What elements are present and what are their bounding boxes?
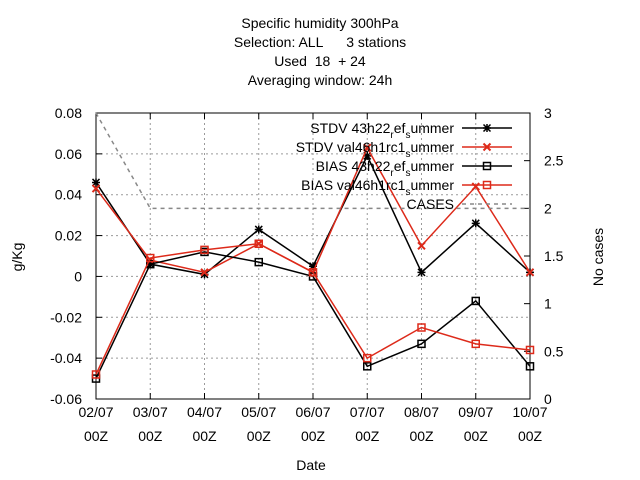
title-line-3: Used 18 + 24 <box>274 53 366 69</box>
legend-entry-3: BIAS val46h1rc1summer <box>301 177 512 198</box>
grid <box>96 113 530 399</box>
y2-tick-label: 1.5 <box>544 248 564 264</box>
chart-title: Specific humidity 300hPa Selection: ALL … <box>0 14 640 90</box>
data-point-marker <box>254 225 263 234</box>
legend-label: BIAS val46h1rc1summer <box>301 177 454 198</box>
x-tick-label-time: 00Z <box>138 428 163 444</box>
data-point-marker <box>482 142 492 152</box>
x-tick-label-time: 00Z <box>301 428 326 444</box>
y2-tick-label: 3 <box>544 105 552 121</box>
series-4 <box>95 112 530 210</box>
data-point-marker <box>471 296 480 306</box>
x-tick-label-date: 10/07 <box>512 404 547 420</box>
data-point-marker <box>91 178 101 187</box>
x-tick-label-time: 00Z <box>355 428 380 444</box>
series-layer <box>91 112 535 383</box>
data-point-marker <box>525 345 535 355</box>
y2-tick-label: 0.5 <box>544 343 564 359</box>
x-tick-label-time: 00Z <box>464 428 489 444</box>
data-point-marker <box>200 270 209 279</box>
data-point-marker <box>417 323 426 332</box>
y-tick-label: 0.04 <box>55 187 82 203</box>
y-tick-label: 0.02 <box>55 228 82 244</box>
y2-tick-label: 1 <box>544 296 552 312</box>
data-point-marker <box>471 219 480 228</box>
data-point-marker <box>471 339 480 349</box>
plot-frame <box>95 112 531 400</box>
data-point-marker <box>482 180 492 190</box>
data-point-marker <box>146 253 155 263</box>
y2-tick-label: 2.5 <box>544 153 564 169</box>
data-point-marker <box>363 151 372 160</box>
x-axis-label: Date <box>296 457 326 473</box>
x-tick-label-date: 05/07 <box>241 404 276 420</box>
data-point-marker <box>525 362 535 371</box>
data-point-marker <box>363 353 372 363</box>
x-tick-label-date: 07/07 <box>350 404 385 420</box>
x-tick-label-date: 02/07 <box>78 404 113 420</box>
data-point-marker <box>308 262 318 271</box>
x-tick-label-time: 00Z <box>518 428 543 444</box>
y-axis-label: g/Kg <box>9 243 25 272</box>
x-tick-label-date: 09/07 <box>458 404 493 420</box>
data-point-marker <box>482 161 492 171</box>
legend-entry-4: CASES <box>407 196 512 212</box>
series-3 <box>91 239 535 379</box>
data-point-marker <box>308 268 318 277</box>
data-point-marker <box>525 268 535 277</box>
series-line <box>95 112 530 210</box>
y-tick-label: 0.08 <box>55 105 82 121</box>
data-point-marker <box>363 362 372 371</box>
title-line-1: Specific humidity 300hPa <box>241 15 399 31</box>
y-tick-label: -0.04 <box>50 350 82 366</box>
y-tick-label: -0.06 <box>50 391 82 407</box>
legend-entry-2: BIAS 43h22refsummer <box>316 158 512 179</box>
title-line-4: Averaging window: 24h <box>247 72 393 88</box>
x-tick-label-date: 04/07 <box>187 404 222 420</box>
legend-label: CASES <box>407 196 454 212</box>
title-line-2: Selection: ALL 3 stations <box>233 34 407 50</box>
legend-label: STDV val46h1rc1summer <box>296 139 455 160</box>
x-tick-label-date: 03/07 <box>133 404 168 420</box>
data-point-marker <box>254 239 263 248</box>
data-point-marker <box>200 268 209 277</box>
y-tick-label: -0.02 <box>50 309 82 325</box>
x-tick-label-time: 00Z <box>247 428 272 444</box>
data-point-marker <box>417 268 426 277</box>
series-line <box>95 242 531 375</box>
y2-axis-label: No cases <box>590 228 606 286</box>
y-tick-label: 0.06 <box>55 146 82 162</box>
data-point-marker <box>417 241 426 250</box>
x-tick-label-date: 06/07 <box>295 404 330 420</box>
x-tick-label-time: 00Z <box>409 428 434 444</box>
x-tick-label-time: 00Z <box>84 428 109 444</box>
legend-label: BIAS 43h22refsummer <box>316 158 455 179</box>
x-tick-label-time: 00Z <box>192 428 217 444</box>
data-point-marker <box>471 182 480 191</box>
data-point-marker <box>200 245 209 255</box>
y-tick-label: 0 <box>74 268 82 284</box>
x-tick-label-date: 08/07 <box>404 404 439 420</box>
legend-label: STDV 43h22refsummer <box>310 120 454 141</box>
legend-entry-0: STDV 43h22refsummer <box>310 120 512 141</box>
data-point-marker <box>482 123 492 133</box>
legend-entry-1: STDV val46h1rc1summer <box>296 139 512 160</box>
axes: 02/07 00Z 03/07 00Z 04/07 00Z 05/07 00Z 06/07 00Z… <box>50 105 564 444</box>
data-point-marker <box>91 370 101 379</box>
data-point-marker <box>417 339 426 349</box>
data-point-marker <box>254 257 263 267</box>
y2-tick-label: 2 <box>544 200 552 216</box>
data-point-marker <box>91 184 101 193</box>
y2-tick-label: 0 <box>544 391 552 407</box>
data-point-marker <box>363 143 372 152</box>
